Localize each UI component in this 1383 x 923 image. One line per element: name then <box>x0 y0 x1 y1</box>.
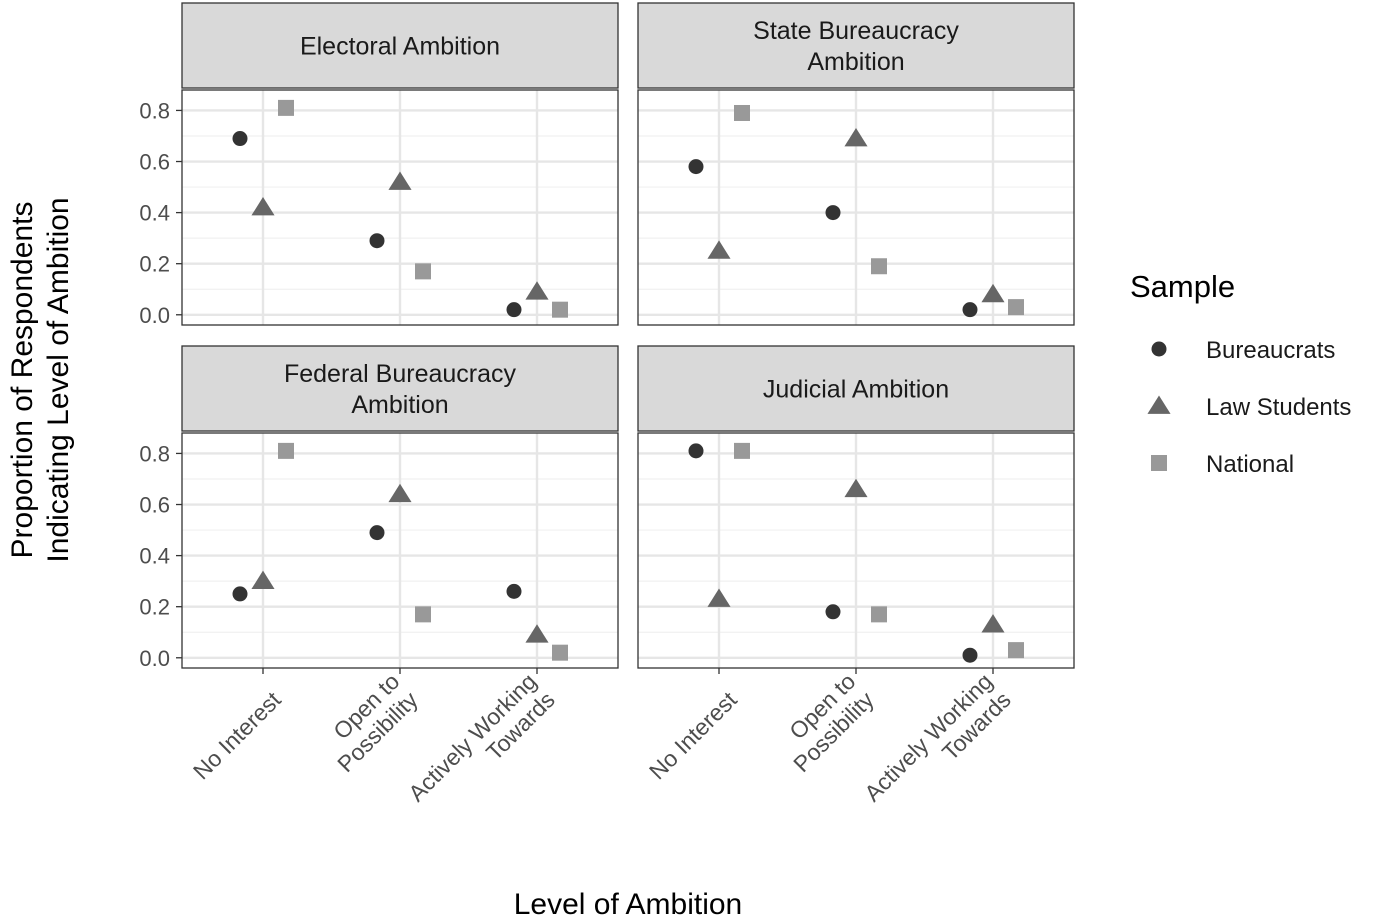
data-point <box>506 302 522 318</box>
data-point <box>525 624 549 643</box>
data-point <box>734 442 750 459</box>
facet-title: Ambition <box>807 48 904 76</box>
y-tick-label: 0.0 <box>139 303 170 328</box>
legend-label: Law Students <box>1206 394 1351 421</box>
y-tick-label: 0.6 <box>139 493 170 518</box>
data-point <box>981 614 1005 633</box>
facet-panel: Judicial Ambition No Interest Open toPossi… <box>637 345 1075 825</box>
data-point <box>962 302 978 318</box>
data-point <box>369 525 385 541</box>
x-tick-label: Actively WorkingTowards <box>859 668 1016 825</box>
data-point <box>278 99 294 116</box>
x-tick-label-line: No Interest <box>188 686 286 784</box>
x-tick-label: Open toPossibility <box>770 668 879 777</box>
legend-title: Sample <box>1130 269 1235 304</box>
data-point <box>707 240 731 259</box>
legend-label: National <box>1206 451 1294 478</box>
data-point <box>871 258 887 275</box>
data-point <box>278 442 294 459</box>
facet-panel: State Bureaucracy Ambition <box>637 2 1075 326</box>
facet-strip <box>637 2 1075 89</box>
facet-title: State Bureaucracy <box>753 17 959 45</box>
data-point <box>232 131 248 147</box>
data-point <box>707 588 731 607</box>
y-axis-title: Proportion of Respondents Indicating Leve… <box>6 197 75 562</box>
y-tick-label: 0.6 <box>139 150 170 175</box>
panel-border <box>637 89 1075 326</box>
data-point <box>844 128 868 147</box>
y-tick-label: 0.0 <box>139 646 170 671</box>
data-point <box>369 233 385 249</box>
data-point <box>1008 299 1024 316</box>
data-point <box>525 281 549 300</box>
data-point <box>388 171 412 190</box>
facet-panel: Electoral Ambition 0.0 0.2 0.4 0.6 0.8 <box>139 2 619 328</box>
y-axis-title-line: Proportion of Respondents <box>6 202 39 559</box>
data-point <box>552 644 568 661</box>
legend-key <box>1151 455 1167 471</box>
data-point <box>251 570 275 590</box>
x-tick-label: No Interest <box>188 686 286 784</box>
data-point <box>388 483 412 503</box>
panel-border <box>181 89 619 326</box>
data-point <box>871 606 887 623</box>
x-axis-title: Level of Ambition <box>514 888 742 918</box>
data-point <box>688 443 704 459</box>
data-point <box>251 197 275 216</box>
y-tick-label: 0.4 <box>139 544 170 569</box>
legend-key <box>1147 395 1171 414</box>
data-point <box>688 159 704 175</box>
facet-title: Federal Bureaucracy <box>284 360 517 388</box>
legend-label: Bureaucrats <box>1206 337 1335 364</box>
data-point <box>415 263 431 280</box>
x-tick-label-line: No Interest <box>644 686 742 784</box>
legend: Sample Bureaucrats Law Students National <box>1130 269 1351 478</box>
facet-title: Ambition <box>351 391 448 419</box>
data-point <box>844 478 868 498</box>
facet-title: Electoral Ambition <box>300 33 500 61</box>
y-tick-label: 0.2 <box>139 595 170 620</box>
facet-strip <box>637 345 1075 432</box>
facet-strip <box>181 2 619 89</box>
data-point <box>415 606 431 623</box>
facet-panel: Federal Bureaucracy Ambition 0.0 0.2 0.4 0.6 0… <box>139 345 619 825</box>
x-tick-label: No Interest <box>644 686 742 784</box>
data-point <box>981 283 1005 303</box>
y-axis-title-line: Indicating Level of Ambition <box>42 197 75 562</box>
data-point <box>734 104 750 121</box>
legend-key <box>1151 341 1167 357</box>
x-tick-label: Actively WorkingTowards <box>403 668 560 825</box>
data-point <box>552 301 568 318</box>
y-tick-label: 0.8 <box>139 98 170 123</box>
facet-title: Judicial Ambition <box>763 376 949 404</box>
y-tick-label: 0.8 <box>139 441 170 466</box>
data-point <box>232 586 248 602</box>
y-tick-label: 0.2 <box>139 252 170 277</box>
y-tick-label: 0.4 <box>139 201 170 226</box>
data-point <box>825 205 841 221</box>
data-point <box>506 583 522 599</box>
x-tick-label: Open toPossibility <box>314 668 423 777</box>
data-point <box>825 604 841 620</box>
facet-strip <box>181 345 619 432</box>
data-point <box>1008 642 1024 659</box>
data-point <box>962 647 978 663</box>
